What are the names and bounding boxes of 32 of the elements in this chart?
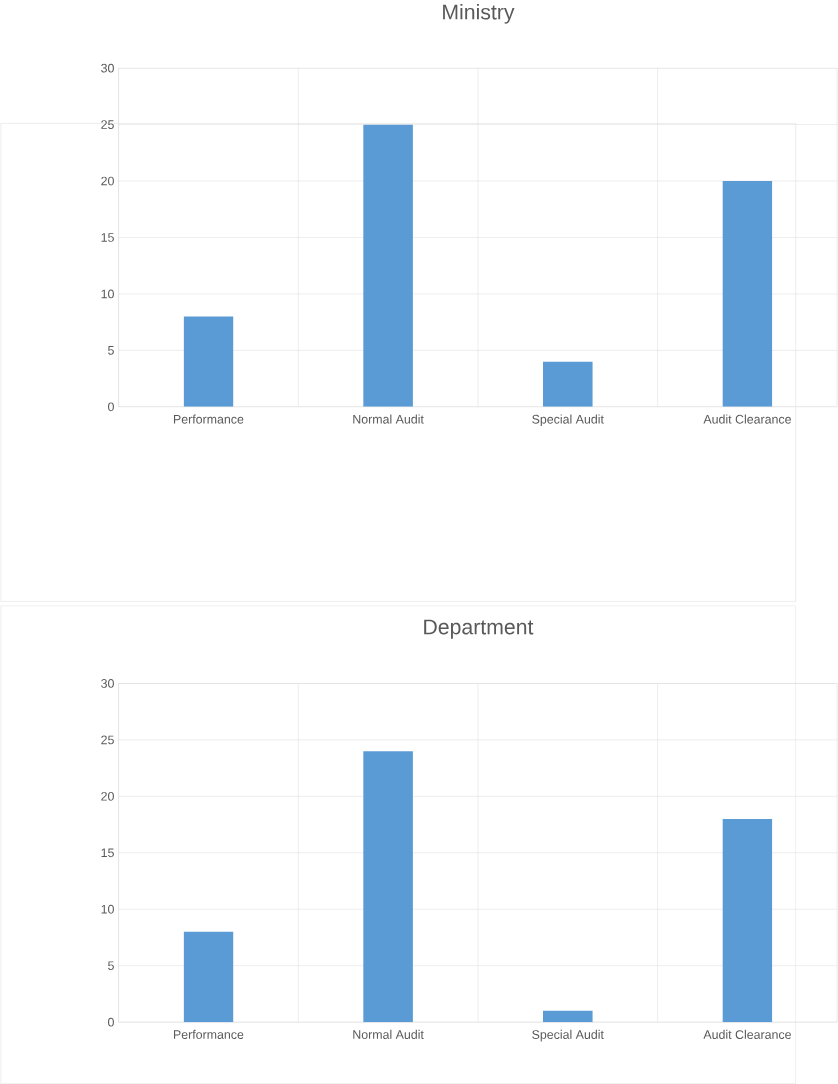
x-tick-label: Normal Audit: [353, 414, 425, 424]
y-tick-label: 30: [101, 679, 115, 688]
y-tick-label: 25: [101, 120, 115, 129]
x-tick-label: Audit Clearance: [703, 414, 792, 424]
x-tick-label: Audit Clearance: [703, 1029, 792, 1039]
bar: [722, 818, 773, 1023]
x-tick-label: Special Audit: [532, 414, 605, 427]
bar: [183, 931, 234, 1023]
y-tick-label: 5: [108, 346, 115, 355]
x-tick-label: Performance: [174, 414, 244, 424]
y-tick-label: 15: [101, 233, 115, 242]
x-tick-label: Special Audit: [532, 1029, 605, 1042]
bar: [543, 361, 593, 407]
y-tick-label: 10: [101, 904, 115, 914]
y-tick-label: 0: [108, 1017, 115, 1027]
y-tick-label: 0: [108, 402, 115, 412]
y-tick-label: 25: [101, 735, 115, 745]
y-tick-label: 15: [101, 848, 115, 858]
bar: [183, 316, 234, 407]
y-tick-label: 20: [101, 176, 115, 186]
bar: [363, 124, 414, 407]
y-tick-label: 10: [101, 289, 115, 299]
y-tick-label: 20: [101, 791, 115, 801]
x-tick-label: Performance: [174, 1029, 244, 1039]
y-tick-label: 5: [108, 961, 115, 971]
bar: [363, 751, 414, 1023]
chart-title: Department: [424, 619, 534, 639]
x-tick-label: Normal Audit: [353, 1029, 425, 1039]
y-tick-label: 30: [101, 63, 115, 73]
chart-title: Ministry: [443, 3, 515, 24]
bar: [722, 181, 773, 407]
bar: [543, 1010, 593, 1023]
